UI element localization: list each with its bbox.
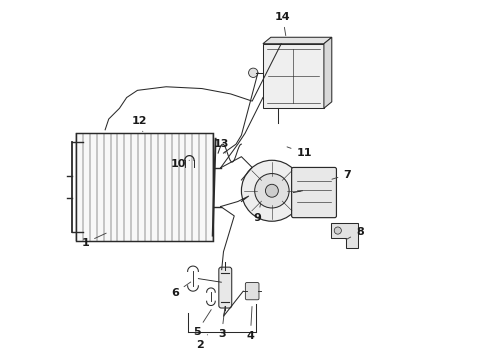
FancyBboxPatch shape: [245, 283, 259, 300]
Text: 2: 2: [196, 335, 208, 350]
Circle shape: [255, 174, 289, 208]
Circle shape: [266, 184, 278, 197]
Circle shape: [334, 227, 342, 234]
Text: 6: 6: [171, 282, 191, 298]
Polygon shape: [263, 44, 324, 108]
Text: 10: 10: [171, 159, 190, 169]
Text: 3: 3: [218, 306, 225, 339]
Circle shape: [242, 160, 302, 221]
Text: 11: 11: [287, 147, 312, 158]
Polygon shape: [76, 134, 213, 241]
Text: 13: 13: [214, 139, 229, 153]
Polygon shape: [331, 223, 358, 248]
Polygon shape: [324, 37, 332, 108]
Text: 9: 9: [254, 204, 262, 222]
Text: 14: 14: [275, 12, 291, 36]
Text: 12: 12: [131, 116, 147, 132]
Text: 4: 4: [246, 306, 254, 341]
Polygon shape: [263, 37, 332, 44]
FancyBboxPatch shape: [292, 167, 337, 218]
Circle shape: [248, 68, 258, 77]
FancyBboxPatch shape: [219, 267, 232, 308]
Text: 5: 5: [193, 310, 211, 337]
Text: 1: 1: [81, 233, 106, 248]
Text: 7: 7: [332, 170, 351, 180]
Text: 8: 8: [346, 227, 364, 240]
